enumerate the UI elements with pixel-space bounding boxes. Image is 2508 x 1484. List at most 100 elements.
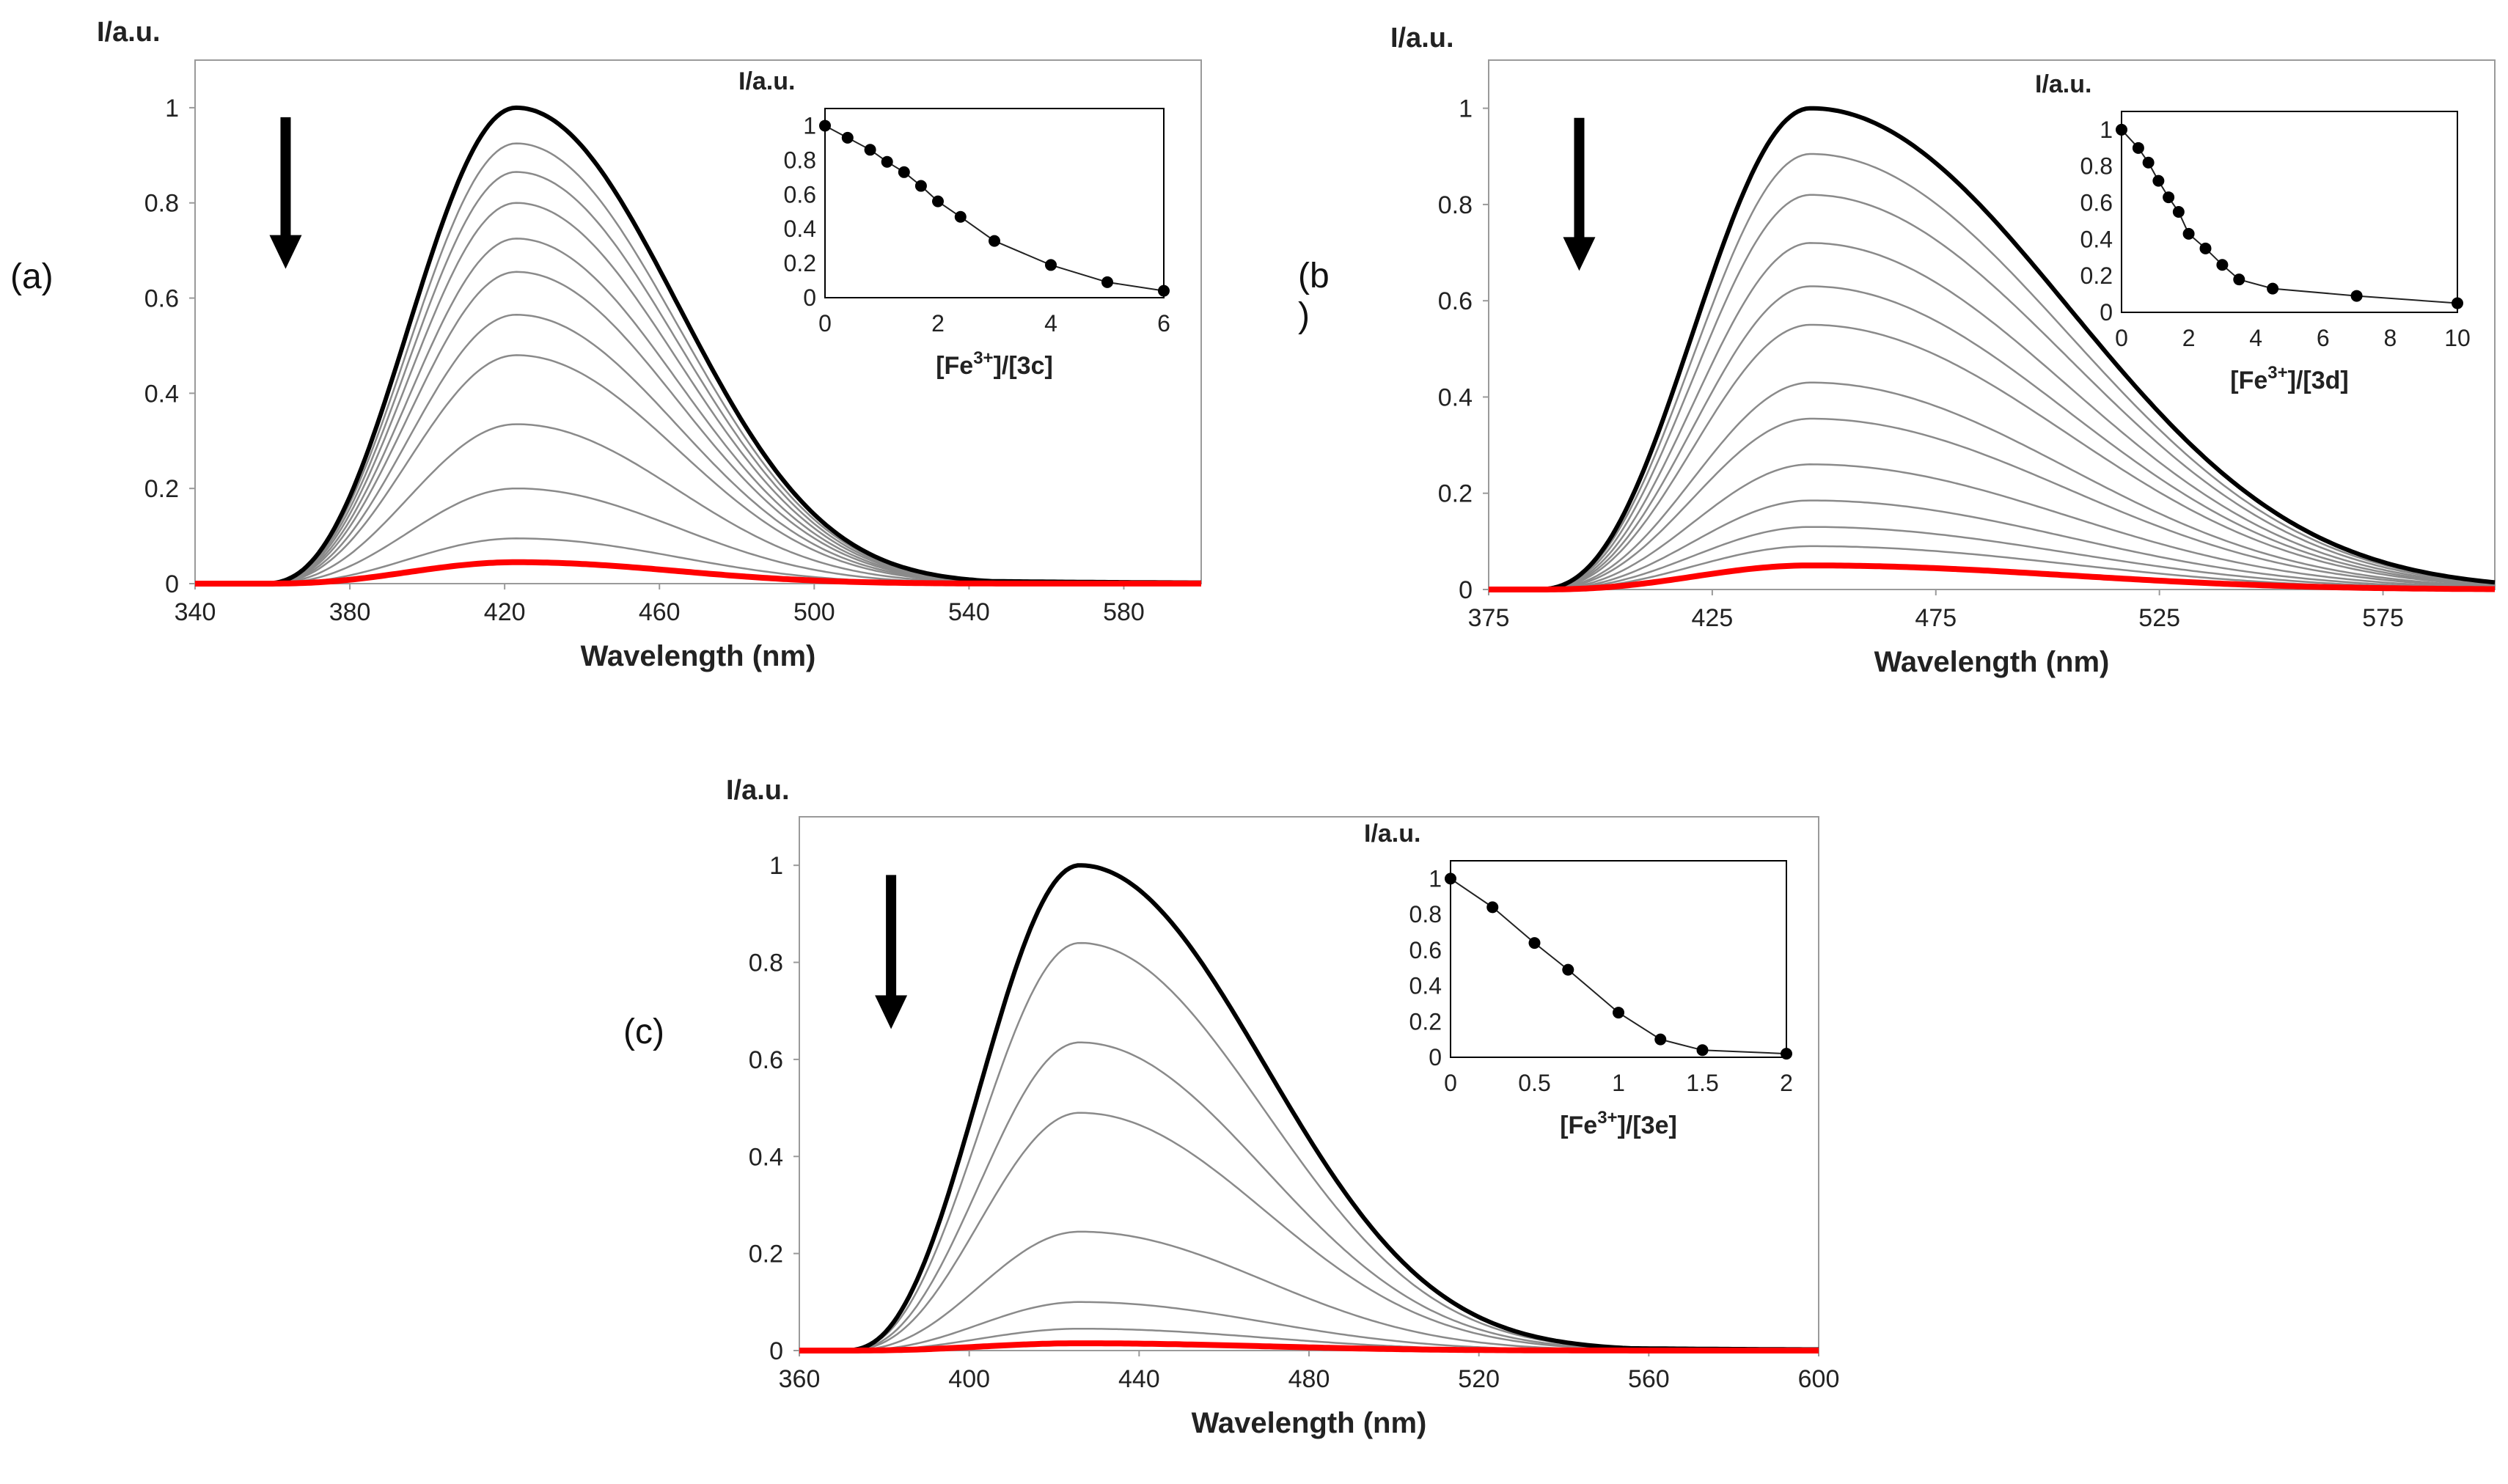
inset-x-tick-label: 1	[1612, 1070, 1625, 1096]
inset-data-point	[932, 195, 944, 207]
spectrum-line	[1489, 463, 2496, 591]
inset-y-tick-label: 0.2	[2080, 262, 2113, 289]
spectrum-line	[1489, 417, 2496, 591]
inset-data-point	[2350, 290, 2363, 302]
inset-x-tick-label: 1.5	[1686, 1070, 1718, 1096]
inset-y-tick-label: 0.2	[1409, 1008, 1442, 1035]
panel-a-label: (a)	[10, 257, 54, 296]
inset-series-line	[1450, 878, 1787, 1055]
inset-y-tick-label: 0.4	[784, 216, 816, 242]
x-tick-label: 460	[639, 598, 681, 626]
inset-x-title-part: ]/[3d]	[2288, 367, 2349, 394]
y-axis-title: I/a.u.	[97, 17, 161, 48]
inset-data-point	[1445, 873, 1456, 885]
spectrum-line	[195, 559, 1201, 587]
inset-x-tick-label: 2	[931, 310, 945, 337]
inset-y-title: I/a.u.	[2035, 70, 2091, 98]
x-axis-title: Wavelength (nm)	[581, 640, 816, 672]
inset-y-tick-label: 1	[1429, 865, 1442, 892]
x-tick-label: 600	[1798, 1365, 1840, 1393]
inset-data-point	[914, 180, 927, 192]
inset-x-title-superscript: 3+	[973, 348, 993, 368]
inset-x-title-part: ]/[3c]	[994, 352, 1053, 380]
inset-x-tick-label: 2	[1780, 1070, 1793, 1096]
inset-data-point	[2182, 227, 2195, 240]
x-tick-label: 400	[948, 1365, 990, 1393]
inset-x-title-part: [Fe	[1560, 1112, 1597, 1139]
inset-x-title-superscript: 3+	[2267, 363, 2287, 383]
x-tick-label: 380	[329, 598, 371, 626]
inset-y-tick-label: 0.6	[784, 181, 816, 207]
inset-y-title: I/a.u.	[738, 67, 795, 95]
inset-x-title-part: [Fe	[936, 352, 973, 380]
inset-y-tick-label: 0.8	[1409, 901, 1442, 928]
inset-x-title-part: ]/[3e]	[1618, 1112, 1677, 1139]
inset-x-tick-label: 10	[2444, 325, 2471, 351]
inset-y-tick-label: 0.8	[2080, 153, 2113, 180]
inset-data-point	[1528, 937, 1541, 949]
inset-x-tick-label: 0	[1444, 1070, 1457, 1096]
inset-y-tick-label: 0.2	[784, 250, 816, 276]
y-tick-label: 1	[1459, 95, 1473, 123]
y-tick-label: 0.4	[749, 1143, 783, 1171]
inset-x-tick-label: 6	[1157, 310, 1170, 337]
spectrum-line	[1489, 106, 2496, 592]
inset-y-tick-label: 0.4	[1409, 973, 1442, 999]
x-tick-label: 540	[948, 598, 990, 626]
x-tick-label: 520	[1458, 1365, 1500, 1393]
x-tick-label: 575	[2362, 604, 2404, 632]
plot-frame	[194, 59, 1202, 584]
panel-c-label: (c)	[623, 1013, 664, 1051]
inset-frame	[824, 108, 1165, 298]
inset-data-point	[2152, 175, 2165, 187]
inset-1: 00.20.40.60.810 2 4 6 8 10I/a.u.[Fe3+]/[3d]	[2035, 70, 2471, 394]
y-tick-label: 0	[1459, 576, 1473, 604]
x-tick-label: 425	[1692, 604, 1734, 632]
inset-data-point	[819, 120, 831, 132]
y-tick-label: 0.6	[144, 285, 179, 313]
spectrum-line	[1489, 323, 2496, 591]
inset-data-point	[841, 131, 854, 144]
inset-data-point	[1781, 1048, 1792, 1060]
inset-y-tick-label: 1	[2100, 117, 2113, 143]
inset-x-tick-label: 0.5	[1518, 1070, 1550, 1096]
spectrum-line	[1489, 381, 2496, 591]
quench-arrow-head	[875, 995, 908, 1029]
inset-x-title: [Fe3+]/[3e]	[1560, 1108, 1677, 1139]
spectrum-line	[799, 1112, 1819, 1352]
inset-y-tick-label: 0.6	[1409, 937, 1442, 963]
inset-y-tick-label: 1	[803, 112, 816, 139]
x-tick-label: 420	[484, 598, 526, 626]
spectrum-line	[799, 1041, 1819, 1352]
panel-b-label: (b )	[1298, 257, 1330, 336]
inset-x-tick-label: 6	[2317, 325, 2330, 351]
panel-2: 0 0.2 0.4 0.6 0.8 1 360 400 440 480 520 560 600 Wavel…	[726, 775, 1839, 1439]
inset-data-point	[2452, 297, 2463, 309]
y-tick-label: 1	[769, 852, 783, 880]
inset-data-point	[898, 166, 910, 178]
inset-y-tick-label: 0.4	[2080, 226, 2113, 252]
y-tick-label: 0.8	[749, 949, 783, 977]
x-tick-label: 375	[1468, 604, 1510, 632]
inset-x-title: [Fe3+]/[3c]	[936, 348, 1053, 380]
x-tick-label: 525	[2138, 604, 2180, 632]
inset-y-tick-label: 0	[1429, 1044, 1442, 1070]
inset-x-tick-label: 2	[2182, 325, 2196, 351]
inset-x-tick-label: 0	[818, 310, 832, 337]
inset-data-point	[2267, 282, 2279, 295]
y-tick-label: 0	[165, 570, 179, 598]
panel-b-label-text: (b )	[1298, 257, 1330, 335]
x-axis-title: Wavelength (nm)	[1874, 646, 2110, 678]
inset-data-point	[864, 144, 876, 156]
inset-data-point	[1486, 901, 1499, 914]
y-tick-label: 0.8	[1438, 191, 1473, 219]
y-tick-label: 0.4	[1438, 383, 1473, 411]
inset-data-point	[2142, 156, 2155, 169]
y-tick-label: 0.6	[1438, 287, 1473, 315]
y-tick-label: 0.2	[144, 475, 179, 503]
y-tick-label: 0.8	[144, 190, 179, 218]
inset-data-point	[954, 210, 967, 223]
x-tick-label: 500	[793, 598, 835, 626]
